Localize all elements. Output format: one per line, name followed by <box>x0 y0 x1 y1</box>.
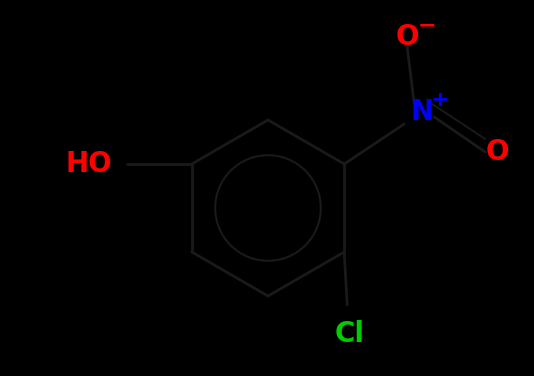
Text: O: O <box>485 138 509 166</box>
Text: HO: HO <box>65 150 112 178</box>
Text: +: + <box>431 90 450 110</box>
Text: −: − <box>418 15 436 35</box>
Text: O: O <box>396 23 419 51</box>
Text: Cl: Cl <box>334 320 364 348</box>
Text: N: N <box>411 98 434 126</box>
